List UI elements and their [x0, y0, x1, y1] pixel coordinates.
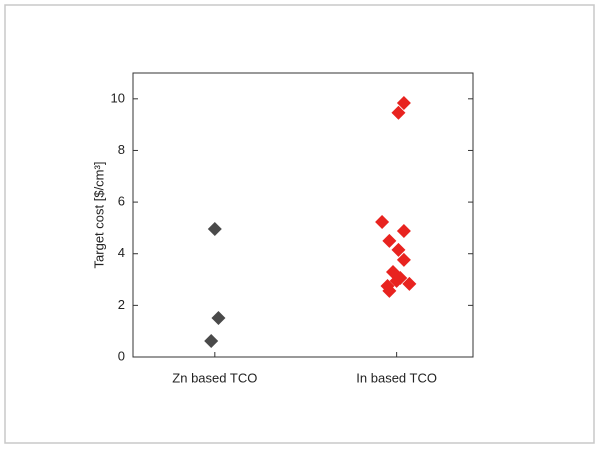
point — [382, 283, 397, 298]
point — [402, 276, 417, 291]
point — [389, 273, 404, 288]
point — [391, 105, 406, 120]
y-tick-label: 10 — [111, 90, 125, 105]
y-tick-label: 6 — [118, 194, 125, 209]
y-tick-label: 8 — [118, 142, 125, 157]
point — [396, 95, 411, 110]
plot-area — [132, 72, 474, 358]
y-tick-label: 2 — [118, 297, 125, 312]
y-tick-label: 4 — [118, 245, 125, 260]
frame — [4, 4, 595, 444]
x-tick-label: In based TCO — [356, 370, 437, 385]
point — [204, 333, 219, 348]
point — [207, 221, 222, 236]
point — [375, 214, 390, 229]
point — [391, 242, 406, 257]
y-tick-label: 0 — [118, 348, 125, 363]
x-tick-label: Zn based TCO — [172, 370, 257, 385]
point — [396, 252, 411, 267]
point — [211, 311, 226, 326]
point — [396, 224, 411, 239]
y-axis-label: Target cost [$/cm³] — [91, 162, 106, 269]
point — [382, 233, 397, 248]
